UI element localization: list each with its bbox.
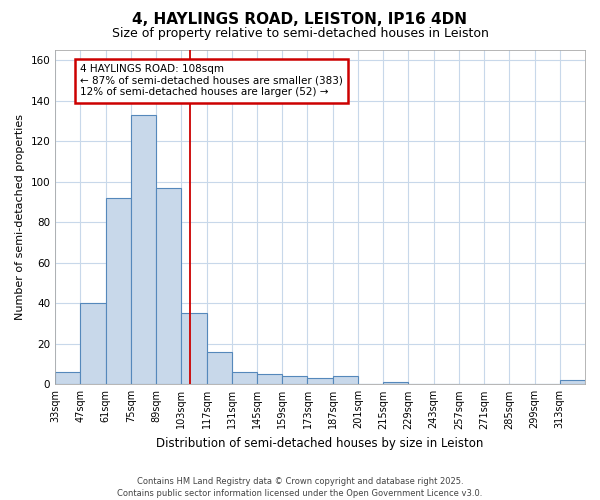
Bar: [181, 314, 206, 384]
Bar: [131, 115, 156, 384]
Text: 4 HAYLINGS ROAD: 108sqm
← 87% of semi-detached houses are smaller (383)
12% of s: 4 HAYLINGS ROAD: 108sqm ← 87% of semi-de…: [80, 64, 343, 98]
Text: 4, HAYLINGS ROAD, LEISTON, IP16 4DN: 4, HAYLINGS ROAD, LEISTON, IP16 4DN: [133, 12, 467, 28]
Bar: [257, 374, 282, 384]
Text: Contains HM Land Registry data © Crown copyright and database right 2025.
Contai: Contains HM Land Registry data © Crown c…: [118, 476, 482, 498]
Text: Size of property relative to semi-detached houses in Leiston: Size of property relative to semi-detach…: [112, 28, 488, 40]
Bar: [282, 376, 307, 384]
Y-axis label: Number of semi-detached properties: Number of semi-detached properties: [15, 114, 25, 320]
Bar: [383, 382, 409, 384]
Bar: [156, 188, 181, 384]
Bar: [560, 380, 585, 384]
Bar: [55, 372, 80, 384]
Bar: [106, 198, 131, 384]
Bar: [307, 378, 332, 384]
Bar: [232, 372, 257, 384]
Bar: [206, 352, 232, 384]
X-axis label: Distribution of semi-detached houses by size in Leiston: Distribution of semi-detached houses by …: [157, 437, 484, 450]
Bar: [332, 376, 358, 384]
Bar: [80, 304, 106, 384]
